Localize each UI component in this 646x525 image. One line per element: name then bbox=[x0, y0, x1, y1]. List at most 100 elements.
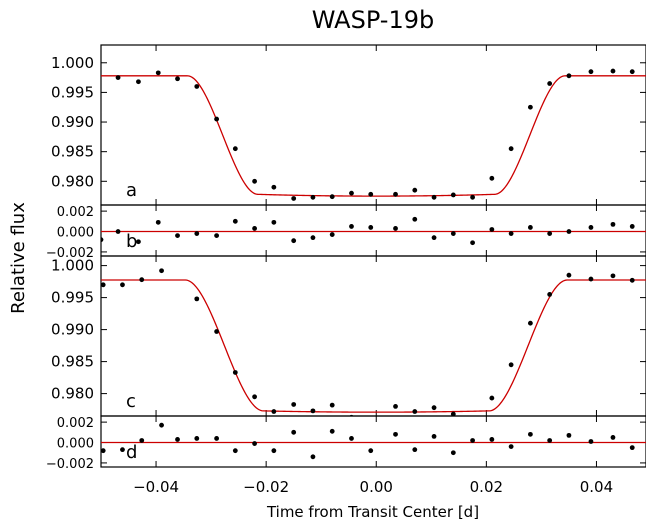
data-point bbox=[629, 69, 635, 75]
data-point bbox=[610, 68, 616, 74]
data-point bbox=[393, 226, 398, 231]
data-point bbox=[470, 438, 475, 443]
panel-label: a bbox=[126, 180, 137, 201]
data-point bbox=[271, 184, 277, 190]
panel-frame bbox=[100, 204, 646, 257]
transit-model-curve bbox=[101, 279, 646, 413]
data-point bbox=[368, 225, 374, 230]
data-point bbox=[175, 76, 180, 82]
data-point bbox=[508, 362, 514, 368]
panel-plot-area bbox=[101, 422, 646, 460]
data-point bbox=[431, 405, 437, 411]
data-point bbox=[547, 292, 553, 297]
data-point bbox=[431, 235, 437, 241]
data-point bbox=[629, 277, 635, 283]
data-point bbox=[232, 370, 238, 375]
data-point bbox=[310, 454, 316, 460]
y-tick-label: 0.000 bbox=[57, 226, 94, 241]
data-point bbox=[271, 409, 277, 414]
data-point bbox=[252, 394, 257, 400]
data-point bbox=[566, 229, 572, 234]
data-point bbox=[194, 436, 200, 441]
data-point bbox=[508, 444, 514, 449]
data-point bbox=[252, 178, 257, 184]
y-tick-label: 0.990 bbox=[51, 321, 94, 339]
y-tick-label: 0.000 bbox=[57, 437, 94, 452]
data-point bbox=[349, 190, 354, 196]
y-tick-label: −0.002 bbox=[46, 457, 94, 472]
data-point bbox=[588, 276, 594, 282]
data-point bbox=[547, 438, 553, 443]
data-point bbox=[588, 225, 594, 230]
data-point bbox=[629, 445, 635, 451]
data-point bbox=[489, 437, 495, 442]
panel-label: b bbox=[126, 231, 137, 252]
data-point bbox=[489, 227, 495, 232]
data-point bbox=[329, 428, 335, 434]
data-point bbox=[566, 272, 572, 278]
data-point bbox=[470, 428, 475, 433]
data-point bbox=[291, 196, 297, 201]
data-point bbox=[329, 194, 335, 200]
data-point bbox=[175, 437, 180, 442]
data-point bbox=[310, 235, 316, 241]
data-point bbox=[368, 191, 374, 197]
data-point bbox=[527, 320, 533, 326]
data-point bbox=[252, 226, 257, 231]
y-tick-label: 1.000 bbox=[51, 257, 94, 275]
data-point bbox=[393, 431, 398, 437]
data-point bbox=[450, 192, 456, 198]
data-point bbox=[610, 273, 616, 279]
data-point bbox=[310, 194, 316, 200]
data-point bbox=[610, 435, 616, 440]
data-point bbox=[450, 231, 456, 236]
data-point bbox=[291, 402, 297, 407]
data-point bbox=[159, 422, 164, 428]
data-point bbox=[139, 277, 145, 283]
data-point bbox=[214, 436, 220, 441]
panel-label: c bbox=[126, 391, 136, 412]
x-tick-label: 0.04 bbox=[580, 478, 613, 496]
data-point bbox=[527, 225, 533, 230]
chart-title: WASP-19b bbox=[312, 6, 434, 34]
data-point bbox=[368, 423, 373, 428]
x-tick-label: −0.02 bbox=[243, 478, 289, 496]
y-tick-label: 0.980 bbox=[51, 172, 94, 190]
y-tick-label: 0.990 bbox=[51, 113, 94, 131]
data-point bbox=[470, 240, 475, 246]
data-point bbox=[159, 268, 164, 274]
y-tick-label: 0.985 bbox=[51, 143, 94, 161]
data-point bbox=[214, 233, 220, 239]
y-tick-label: 0.985 bbox=[51, 353, 94, 371]
x-tick-label: −0.04 bbox=[133, 478, 179, 496]
panel-b: −0.002 0.000 0.002 b bbox=[46, 204, 646, 261]
data-point bbox=[393, 191, 398, 197]
data-point bbox=[566, 432, 572, 438]
data-point bbox=[120, 447, 125, 453]
data-point bbox=[115, 229, 121, 234]
data-point bbox=[431, 194, 437, 200]
data-point bbox=[412, 409, 418, 414]
panel-c: 0.980 0.985 0.990 0.995 1.000 c bbox=[51, 255, 646, 433]
transit-model-curve bbox=[101, 75, 646, 197]
data-point bbox=[232, 146, 238, 152]
data-point bbox=[175, 233, 180, 239]
data-point bbox=[329, 402, 335, 408]
data-point bbox=[489, 175, 495, 181]
data-point bbox=[101, 282, 106, 288]
panel-plot-area bbox=[101, 268, 646, 433]
y-tick-label: 1.000 bbox=[51, 54, 94, 72]
data-point bbox=[527, 104, 533, 110]
data-point bbox=[271, 448, 277, 454]
data-point bbox=[393, 404, 398, 409]
data-point bbox=[232, 218, 238, 224]
panel-label: d bbox=[126, 442, 137, 463]
data-point bbox=[214, 116, 220, 122]
data-point bbox=[252, 441, 257, 446]
data-point bbox=[431, 434, 437, 439]
panel-plot-area bbox=[101, 68, 646, 201]
panel-plot-area bbox=[101, 216, 646, 246]
data-point bbox=[291, 429, 297, 435]
y-axis-label: Relative flux bbox=[8, 202, 29, 314]
